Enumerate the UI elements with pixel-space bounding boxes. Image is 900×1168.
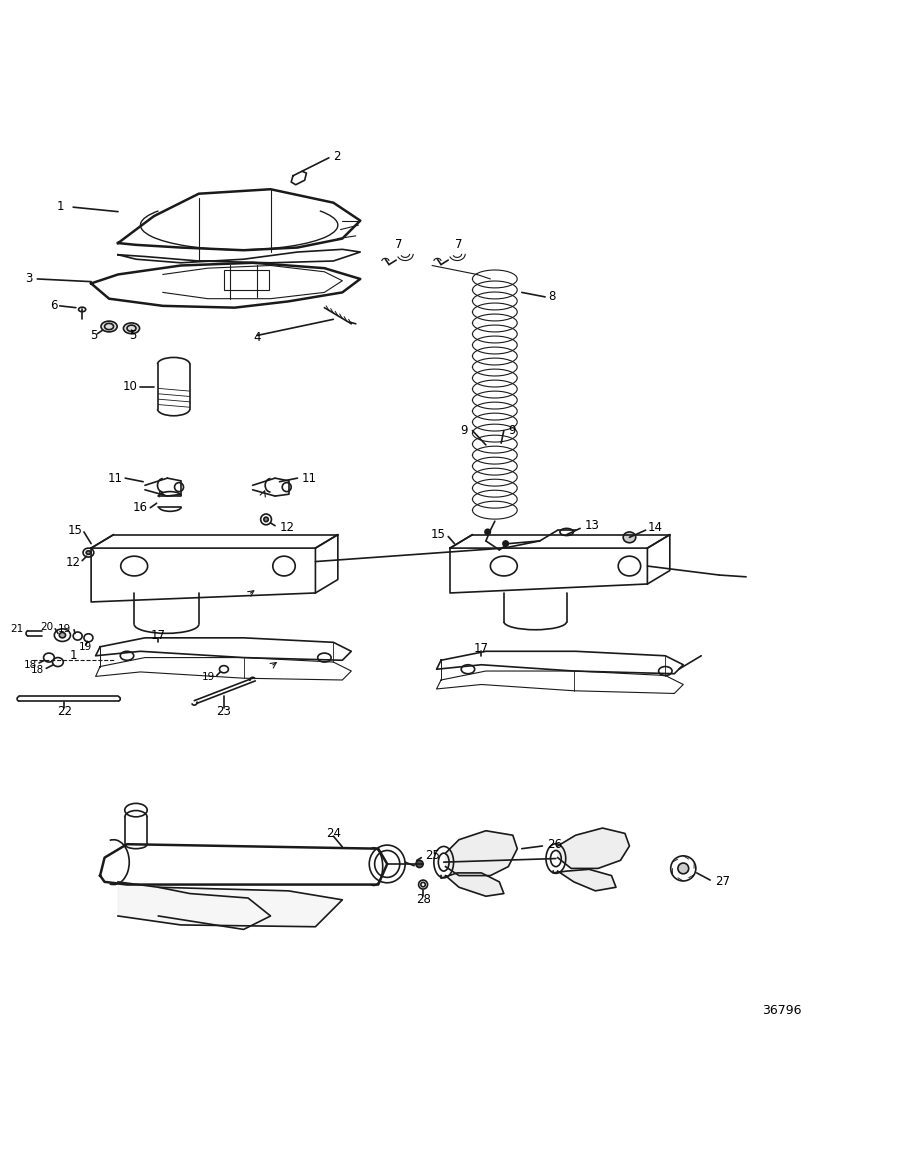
- Ellipse shape: [101, 321, 117, 332]
- Polygon shape: [558, 828, 629, 869]
- Text: 5: 5: [130, 329, 137, 342]
- Text: 36796: 36796: [762, 1003, 802, 1016]
- Ellipse shape: [678, 863, 688, 874]
- Text: 28: 28: [416, 894, 430, 906]
- Text: 14: 14: [647, 521, 662, 534]
- Text: 19: 19: [202, 673, 215, 682]
- Text: 1: 1: [69, 649, 76, 662]
- Text: 15: 15: [68, 523, 82, 536]
- Text: 11: 11: [107, 472, 122, 485]
- Text: 1: 1: [57, 200, 64, 213]
- Text: 6: 6: [50, 299, 58, 312]
- Text: 12: 12: [66, 556, 80, 569]
- FancyBboxPatch shape: [224, 270, 269, 290]
- Text: 21: 21: [11, 624, 23, 634]
- Polygon shape: [554, 869, 616, 891]
- Text: 18: 18: [24, 660, 37, 669]
- Text: 8: 8: [549, 291, 556, 304]
- Text: 24: 24: [326, 827, 341, 840]
- Ellipse shape: [503, 541, 508, 547]
- Text: 16: 16: [132, 501, 148, 514]
- Ellipse shape: [86, 551, 91, 555]
- Text: 7: 7: [455, 238, 463, 251]
- Text: 5: 5: [90, 329, 97, 342]
- Text: 9: 9: [508, 424, 516, 437]
- Ellipse shape: [59, 632, 66, 638]
- Text: 2: 2: [333, 150, 341, 162]
- Text: 4: 4: [253, 331, 261, 343]
- Text: 23: 23: [217, 705, 231, 718]
- Ellipse shape: [123, 322, 140, 334]
- Text: 12: 12: [280, 521, 294, 534]
- Text: 9: 9: [461, 424, 468, 437]
- Text: 19: 19: [79, 641, 93, 652]
- Text: 10: 10: [123, 380, 138, 394]
- Text: 26: 26: [547, 837, 562, 850]
- Text: 18: 18: [32, 665, 44, 675]
- Text: 22: 22: [57, 705, 72, 718]
- Polygon shape: [118, 882, 342, 926]
- Text: 27: 27: [715, 875, 730, 889]
- Text: 7: 7: [395, 238, 402, 251]
- Ellipse shape: [416, 861, 423, 868]
- Text: 15: 15: [430, 528, 446, 541]
- Ellipse shape: [623, 531, 635, 543]
- Text: 3: 3: [25, 271, 32, 285]
- Text: 17: 17: [151, 628, 166, 641]
- Text: 17: 17: [474, 642, 489, 655]
- Text: 25: 25: [425, 849, 440, 862]
- Polygon shape: [446, 830, 518, 876]
- Text: 20: 20: [40, 623, 53, 632]
- Ellipse shape: [485, 529, 490, 535]
- Text: 13: 13: [585, 520, 599, 533]
- Text: 19: 19: [58, 624, 71, 634]
- Text: 11: 11: [302, 472, 317, 485]
- Ellipse shape: [264, 517, 268, 522]
- Polygon shape: [441, 872, 504, 896]
